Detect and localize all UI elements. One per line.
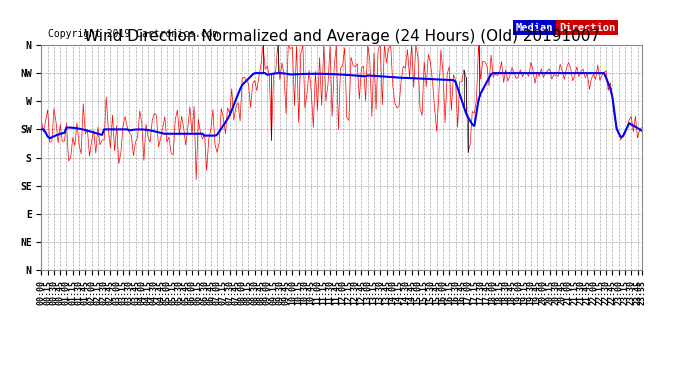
Text: Copyright 2019 Cartronics.com: Copyright 2019 Cartronics.com xyxy=(48,29,219,39)
Title: Wind Direction Normalized and Average (24 Hours) (Old) 20191007: Wind Direction Normalized and Average (2… xyxy=(83,29,600,44)
Text: Median: Median xyxy=(515,22,553,33)
Text: Direction: Direction xyxy=(559,22,615,33)
